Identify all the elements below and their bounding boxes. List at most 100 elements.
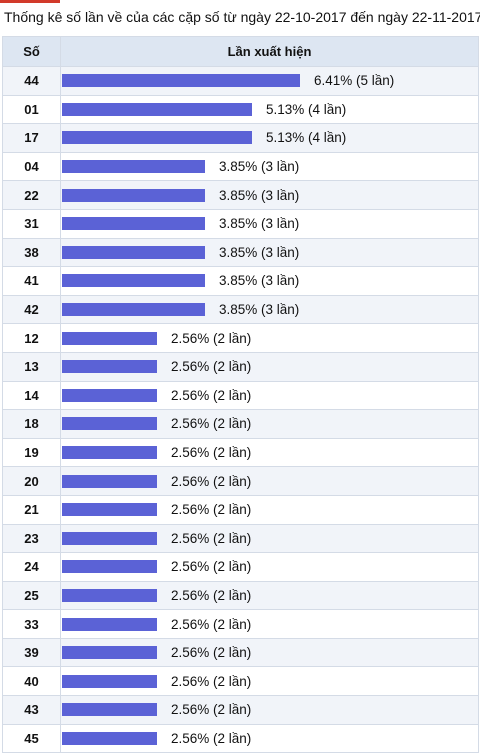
page-title: Thống kê số lần về của các cặp số từ ngà… bbox=[4, 9, 480, 25]
pair-number: 01 bbox=[2, 94, 61, 125]
frequency-label: 2.56% (2 lần) bbox=[171, 730, 252, 746]
frequency-cell: 3.85% (3 lần) bbox=[60, 237, 479, 268]
frequency-label: 2.56% (2 lần) bbox=[171, 473, 252, 489]
bar-wrapper: 2.56% (2 lần) bbox=[61, 325, 478, 352]
table-header-row: Số Lần xuất hiện bbox=[2, 36, 479, 67]
frequency-label: 5.13% (4 lần) bbox=[266, 130, 347, 146]
frequency-bar bbox=[62, 188, 205, 202]
bar-wrapper: 3.85% (3 lần) bbox=[61, 210, 478, 237]
table-row: 12 2.56% (2 lần) bbox=[2, 323, 479, 353]
table-row: 13 2.56% (2 lần) bbox=[2, 351, 479, 382]
table-row: 43 2.56% (2 lần) bbox=[2, 695, 479, 725]
pair-number: 20 bbox=[2, 466, 61, 496]
frequency-label: 2.56% (2 lần) bbox=[171, 445, 252, 461]
table-row: 04 3.85% (3 lần) bbox=[2, 151, 479, 182]
table-row: 01 5.13% (4 lần) bbox=[2, 94, 479, 125]
bar-wrapper: 5.13% (4 lần) bbox=[61, 96, 478, 123]
frequency-bar bbox=[62, 274, 205, 288]
column-header-frequency: Lần xuất hiện bbox=[60, 36, 479, 67]
frequency-bar bbox=[62, 446, 157, 460]
frequency-cell: 2.56% (2 lần) bbox=[60, 409, 479, 439]
pair-number: 43 bbox=[2, 695, 61, 725]
frequency-cell: 2.56% (2 lần) bbox=[60, 494, 479, 525]
bar-wrapper: 2.56% (2 lần) bbox=[61, 553, 478, 580]
frequency-label: 2.56% (2 lần) bbox=[171, 530, 252, 546]
table-row: 41 3.85% (3 lần) bbox=[2, 266, 479, 296]
pair-number: 40 bbox=[2, 666, 61, 697]
frequency-bar bbox=[62, 588, 157, 602]
table-row: 31 3.85% (3 lần) bbox=[2, 208, 479, 239]
table-row: 20 2.56% (2 lần) bbox=[2, 466, 479, 496]
frequency-label: 2.56% (2 lần) bbox=[171, 645, 252, 661]
frequency-bar bbox=[62, 531, 157, 545]
bar-wrapper: 2.56% (2 lần) bbox=[61, 496, 478, 523]
frequency-bar bbox=[62, 674, 157, 688]
table-row: 44 6.41% (5 lần) bbox=[2, 66, 479, 96]
pair-number: 24 bbox=[2, 552, 61, 582]
pair-number: 22 bbox=[2, 180, 61, 210]
frequency-cell: 3.85% (3 lần) bbox=[60, 266, 479, 296]
frequency-cell: 3.85% (3 lần) bbox=[60, 294, 479, 325]
pair-number: 33 bbox=[2, 609, 61, 639]
frequency-label: 3.85% (3 lần) bbox=[219, 159, 300, 175]
frequency-label: 2.56% (2 lần) bbox=[171, 416, 252, 432]
bar-wrapper: 2.56% (2 lần) bbox=[61, 582, 478, 609]
bar-wrapper: 3.85% (3 lần) bbox=[61, 153, 478, 180]
frequency-bar bbox=[62, 474, 157, 488]
frequency-label: 2.56% (2 lần) bbox=[171, 359, 252, 375]
pair-number: 39 bbox=[2, 637, 61, 668]
frequency-label: 2.56% (2 lần) bbox=[171, 616, 252, 632]
pair-number: 25 bbox=[2, 580, 61, 611]
frequency-cell: 5.13% (4 lần) bbox=[60, 94, 479, 125]
frequency-bar bbox=[62, 245, 205, 259]
bar-wrapper: 2.56% (2 lần) bbox=[61, 696, 478, 723]
table-row: 45 2.56% (2 lần) bbox=[2, 723, 479, 753]
frequency-cell: 2.56% (2 lần) bbox=[60, 523, 479, 554]
pair-number: 38 bbox=[2, 237, 61, 268]
frequency-cell: 2.56% (2 lần) bbox=[60, 666, 479, 697]
pair-number: 19 bbox=[2, 437, 61, 468]
pair-number: 18 bbox=[2, 409, 61, 439]
frequency-label: 2.56% (2 lần) bbox=[171, 330, 252, 346]
pair-number: 17 bbox=[2, 123, 61, 153]
frequency-cell: 2.56% (2 lần) bbox=[60, 637, 479, 668]
frequency-cell: 2.56% (2 lần) bbox=[60, 609, 479, 639]
frequency-cell: 2.56% (2 lần) bbox=[60, 723, 479, 753]
frequency-label: 2.56% (2 lần) bbox=[171, 502, 252, 518]
frequency-label: 3.85% (3 lần) bbox=[219, 216, 300, 232]
frequency-bar bbox=[62, 617, 157, 631]
frequency-bar bbox=[62, 388, 157, 402]
frequency-bar bbox=[62, 331, 157, 345]
frequency-bar bbox=[62, 131, 252, 145]
frequency-bar bbox=[62, 503, 157, 517]
frequency-cell: 6.41% (5 lần) bbox=[60, 66, 479, 96]
frequency-bar bbox=[62, 102, 252, 116]
table-row: 21 2.56% (2 lần) bbox=[2, 494, 479, 525]
frequency-label: 2.56% (2 lần) bbox=[171, 673, 252, 689]
frequency-bar bbox=[62, 303, 205, 317]
pair-number: 42 bbox=[2, 294, 61, 325]
frequency-bar bbox=[62, 74, 300, 88]
bar-wrapper: 3.85% (3 lần) bbox=[61, 239, 478, 266]
top-accent-bar bbox=[0, 0, 60, 3]
table-row: 23 2.56% (2 lần) bbox=[2, 523, 479, 554]
frequency-cell: 2.56% (2 lần) bbox=[60, 466, 479, 496]
table-row: 18 2.56% (2 lần) bbox=[2, 409, 479, 439]
frequency-bar bbox=[62, 160, 205, 174]
frequency-cell: 2.56% (2 lần) bbox=[60, 580, 479, 611]
frequency-label: 2.56% (2 lần) bbox=[171, 559, 252, 575]
frequency-cell: 3.85% (3 lần) bbox=[60, 151, 479, 182]
frequency-bar bbox=[62, 417, 157, 431]
table-row: 25 2.56% (2 lần) bbox=[2, 580, 479, 611]
pair-number: 04 bbox=[2, 151, 61, 182]
frequency-label: 3.85% (3 lần) bbox=[219, 187, 300, 203]
pair-number: 21 bbox=[2, 494, 61, 525]
frequency-cell: 2.56% (2 lần) bbox=[60, 380, 479, 411]
table-row: 39 2.56% (2 lần) bbox=[2, 637, 479, 668]
frequency-label: 2.56% (2 lần) bbox=[171, 387, 252, 403]
frequency-cell: 2.56% (2 lần) bbox=[60, 351, 479, 382]
bar-wrapper: 2.56% (2 lần) bbox=[61, 353, 478, 380]
frequency-cell: 2.56% (2 lần) bbox=[60, 437, 479, 468]
frequency-label: 3.85% (3 lần) bbox=[219, 273, 300, 289]
pair-number: 41 bbox=[2, 266, 61, 296]
